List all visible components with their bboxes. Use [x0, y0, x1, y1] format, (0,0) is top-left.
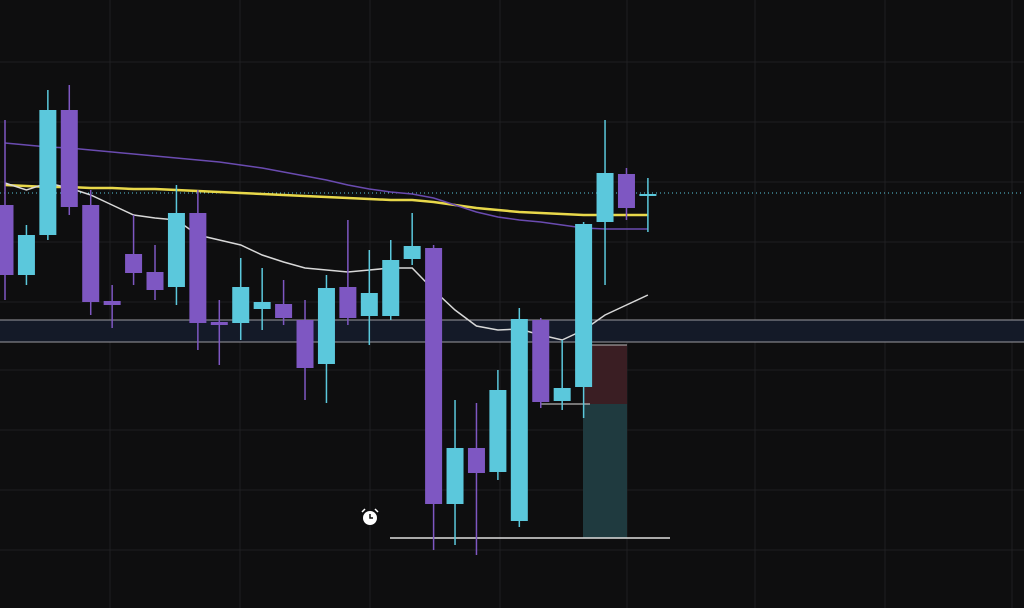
alarm-icon[interactable]: [361, 508, 379, 525]
candle-body: [532, 320, 550, 402]
candle-body: [0, 205, 14, 275]
candle-body: [253, 302, 271, 309]
candle-body: [275, 304, 293, 318]
candle-body: [446, 448, 464, 504]
candle-body: [296, 320, 314, 368]
candle-body: [103, 301, 121, 305]
candle-body: [489, 390, 507, 472]
candle-body: [510, 319, 528, 521]
candle-body: [232, 287, 250, 323]
candle-body: [60, 110, 78, 207]
candle-body: [189, 213, 207, 323]
candle-body: [425, 248, 443, 504]
candle-body: [125, 254, 143, 273]
candle-body: [210, 322, 228, 325]
candle-body: [339, 287, 357, 318]
candle-body: [167, 213, 185, 287]
candle-body: [146, 272, 164, 290]
candle-body: [82, 205, 100, 302]
candle-body: [382, 260, 400, 316]
candle-body: [617, 174, 635, 208]
candle-body: [639, 194, 657, 196]
moving-average: [4, 183, 648, 217]
target-zone: [583, 404, 627, 538]
plot: [0, 85, 657, 555]
candle-body: [596, 173, 614, 222]
candle-body: [39, 110, 57, 235]
candle-body: [403, 246, 421, 259]
candle-body: [467, 448, 485, 473]
candle-body: [575, 224, 593, 387]
candle-body: [360, 293, 378, 316]
candle-body: [553, 388, 571, 401]
alarm-hands[interactable]: [369, 514, 373, 519]
moving-average: [4, 142, 648, 230]
candle-body: [317, 288, 335, 364]
candle-body: [17, 235, 35, 275]
alarm-bells[interactable]: [361, 508, 379, 513]
